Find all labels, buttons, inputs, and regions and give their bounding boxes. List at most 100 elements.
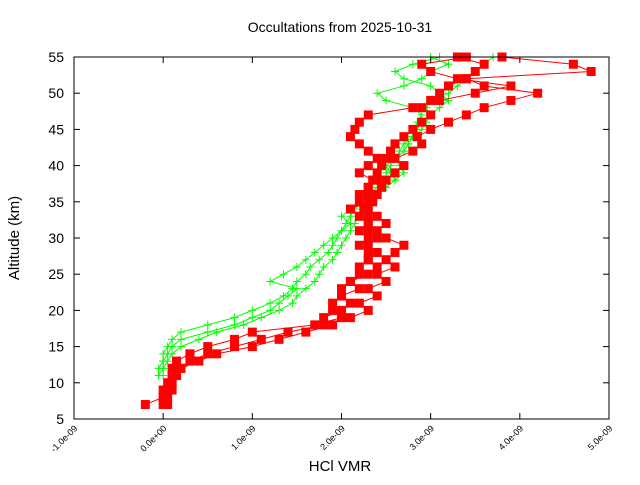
- data-point-plus: [444, 96, 453, 105]
- data-point-square: [158, 392, 168, 402]
- y-axis-label: Altitude (km): [6, 196, 23, 280]
- data-point-square: [417, 103, 427, 113]
- data-point-plus: [453, 81, 462, 90]
- data-point-square: [194, 356, 204, 366]
- data-point-plus: [341, 234, 350, 242]
- data-point-square: [363, 182, 373, 192]
- data-point-plus: [444, 60, 453, 69]
- data-point-square: [372, 291, 382, 301]
- data-point-plus: [333, 248, 342, 257]
- data-point-plus: [266, 277, 275, 286]
- data-point-square: [363, 190, 373, 200]
- data-point-square: [372, 226, 382, 236]
- axis-ticks: -1.0e-09 0.0e+00 1.0e-09 2.0e-09 3.0e-09 4.0e…: [48, 49, 614, 454]
- data-point-plus: [168, 335, 177, 344]
- data-point-square: [470, 88, 480, 98]
- y-tick-label: 30: [48, 230, 64, 246]
- data-point-square: [470, 66, 480, 76]
- y-tick-label: 40: [48, 158, 64, 174]
- data-point-square: [372, 190, 382, 200]
- x-tick-label: 4.0e-09: [497, 423, 526, 452]
- data-point-plus: [292, 291, 301, 300]
- data-point-square: [363, 161, 373, 171]
- data-point-plus: [257, 313, 266, 322]
- chart-title: Occultations from 2025-10-31: [248, 19, 433, 35]
- data-point-square: [283, 327, 293, 337]
- data-point-square: [337, 305, 346, 315]
- data-point-square: [377, 161, 387, 171]
- data-point-square: [461, 74, 471, 84]
- x-tick-label: 2.0e-09: [318, 423, 347, 452]
- x-tick-label: 1.0e-09: [229, 423, 258, 452]
- data-point-square: [256, 334, 266, 344]
- data-point-square: [363, 255, 373, 265]
- data-point-plus: [324, 248, 333, 257]
- data-point-square: [203, 349, 213, 359]
- data-point-square: [435, 88, 445, 98]
- data-point-square: [372, 168, 382, 178]
- data-point-square: [354, 197, 364, 207]
- data-point-square: [408, 103, 418, 113]
- data-point-square: [354, 117, 364, 127]
- data-point-plus: [203, 320, 212, 329]
- data-point-square: [386, 146, 396, 156]
- data-point-square: [372, 233, 382, 243]
- data-point-square: [426, 110, 436, 120]
- data-point-square: [363, 284, 373, 294]
- data-point-square: [372, 262, 382, 272]
- data-point-square: [354, 240, 364, 250]
- data-point-square: [452, 74, 462, 84]
- red-profile-1: [140, 52, 489, 410]
- data-point-square: [328, 320, 338, 330]
- data-point-plus: [230, 320, 239, 329]
- data-point-square: [372, 153, 382, 163]
- data-point-plus: [301, 255, 310, 264]
- plot-frame: [73, 56, 610, 420]
- data-point-square: [381, 175, 391, 185]
- data-point-plus: [399, 147, 408, 156]
- y-tick-label: 5: [56, 411, 64, 427]
- y-tick-label: 45: [48, 121, 64, 137]
- x-tick-label: 5.0e-09: [586, 423, 615, 452]
- data-point-square: [337, 291, 346, 301]
- plot-marks: [140, 52, 596, 410]
- data-point-square: [408, 146, 418, 156]
- data-point-plus: [404, 139, 413, 148]
- red-profile-3: [158, 52, 516, 410]
- data-point-plus: [159, 357, 168, 366]
- data-point-plus: [177, 335, 185, 344]
- data-point-plus: [194, 335, 203, 344]
- data-point-square: [203, 342, 213, 352]
- data-point-square: [368, 175, 378, 185]
- data-point-plus: [435, 103, 444, 112]
- data-point-plus: [301, 284, 310, 293]
- data-point-plus: [319, 262, 328, 271]
- data-point-plus: [408, 60, 417, 69]
- data-point-square: [176, 363, 186, 373]
- data-point-plus: [288, 299, 297, 308]
- data-point-square: [363, 269, 373, 279]
- data-point-square: [372, 211, 382, 221]
- data-point-square: [363, 204, 373, 214]
- data-point-square: [363, 197, 373, 207]
- data-point-square: [399, 161, 409, 171]
- data-point-plus: [163, 349, 172, 358]
- data-point-square: [390, 247, 400, 257]
- data-point-plus: [328, 255, 337, 264]
- data-point-square: [417, 59, 427, 69]
- y-tick-label: 25: [48, 266, 64, 282]
- data-point-square: [167, 378, 177, 388]
- data-point-square: [372, 247, 382, 257]
- data-point-square: [247, 327, 257, 337]
- data-point-square: [354, 211, 364, 221]
- data-point-plus: [248, 313, 257, 322]
- data-point-plus: [177, 342, 185, 351]
- data-point-plus: [328, 241, 337, 250]
- data-point-square: [390, 168, 400, 178]
- data-point-square: [363, 247, 373, 257]
- data-point-square: [230, 334, 239, 344]
- data-point-square: [172, 356, 182, 366]
- data-point-plus: [154, 371, 163, 380]
- data-point-square: [390, 262, 400, 272]
